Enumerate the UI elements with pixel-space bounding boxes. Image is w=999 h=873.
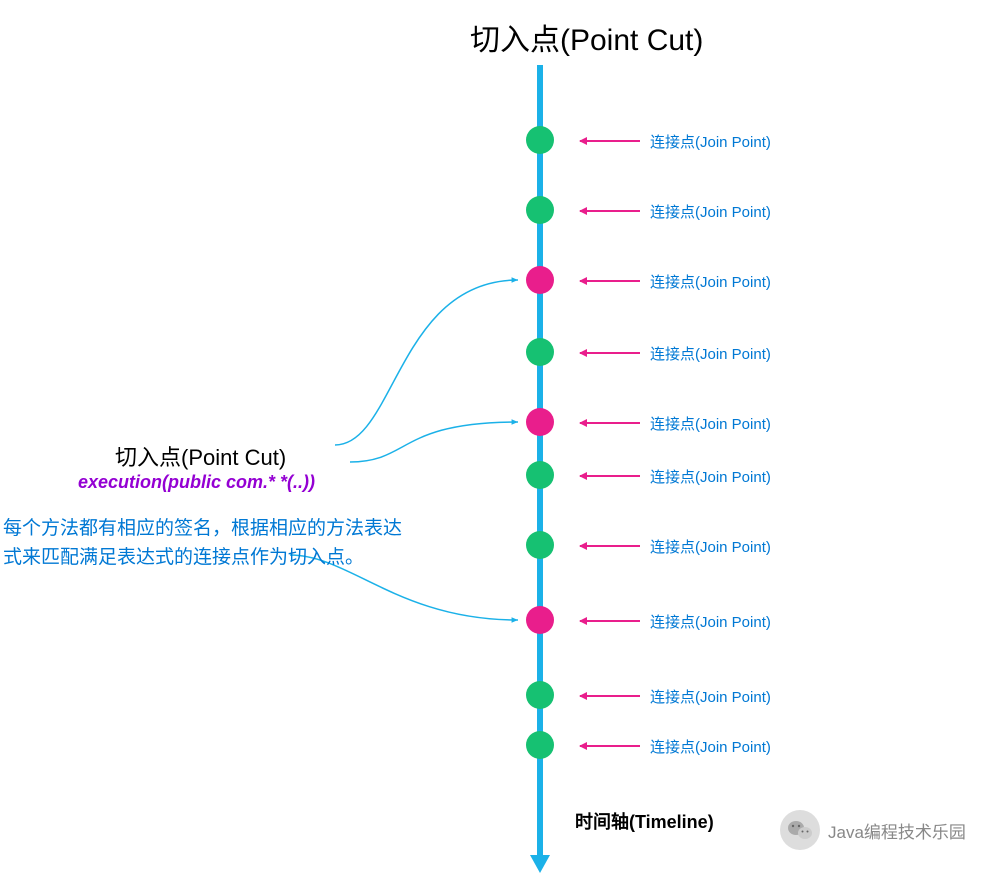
join-point	[526, 196, 554, 224]
connector-arrow	[580, 422, 640, 424]
join-point-label: 连接点(Join Point)	[650, 736, 771, 757]
pointcut-expression: execution(public com.* *(..))	[78, 472, 315, 493]
wechat-icon	[780, 810, 820, 850]
join-point-label: 连接点(Join Point)	[650, 343, 771, 364]
join-point-label: 连接点(Join Point)	[650, 686, 771, 707]
join-point	[526, 731, 554, 759]
join-point-label: 连接点(Join Point)	[650, 271, 771, 292]
join-point-selected	[526, 408, 554, 436]
connector-arrow	[580, 695, 640, 697]
connector-arrow	[580, 620, 640, 622]
join-point-selected	[526, 606, 554, 634]
timeline-arrow	[530, 855, 550, 873]
desc-line: 每个方法都有相应的签名，根据相应的方法表达	[3, 515, 402, 544]
connector-arrow	[580, 745, 640, 747]
connector-arrow	[580, 475, 640, 477]
join-point	[526, 531, 554, 559]
connector-arrow	[580, 280, 640, 282]
join-point	[526, 126, 554, 154]
connector-arrow	[580, 140, 640, 142]
desc-line: 式来匹配满足表达式的连接点作为切入点。	[3, 544, 402, 573]
join-point-label: 连接点(Join Point)	[650, 131, 771, 152]
curve-layer	[0, 0, 999, 869]
connector-arrow	[580, 352, 640, 354]
connector-arrow	[580, 210, 640, 212]
join-point-label: 连接点(Join Point)	[650, 611, 771, 632]
join-point-label: 连接点(Join Point)	[650, 201, 771, 222]
join-point-label: 连接点(Join Point)	[650, 536, 771, 557]
timeline-label: 时间轴(Timeline)	[575, 808, 714, 834]
join-point	[526, 461, 554, 489]
wechat-label: Java编程技术乐园	[828, 818, 966, 843]
join-point-selected	[526, 266, 554, 294]
wechat-watermark: Java编程技术乐园	[780, 810, 966, 850]
pointcut-title: 切入点(Point Cut)	[115, 440, 286, 472]
connector-arrow	[580, 545, 640, 547]
pointcut-description: 每个方法都有相应的签名，根据相应的方法表达式来匹配满足表达式的连接点作为切入点。	[3, 515, 402, 572]
diagram-title: 切入点(Point Cut)	[470, 15, 703, 59]
join-point-label: 连接点(Join Point)	[650, 466, 771, 487]
join-point-label: 连接点(Join Point)	[650, 413, 771, 434]
join-point	[526, 338, 554, 366]
join-point	[526, 681, 554, 709]
